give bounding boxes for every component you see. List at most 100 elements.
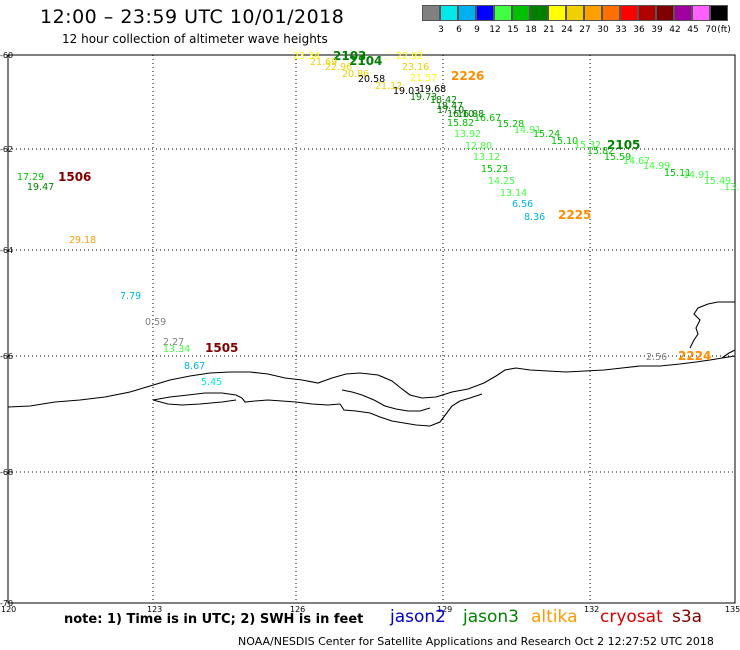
wave-height-value: 14.91 (683, 170, 710, 181)
wave-height-value: 23.34 (293, 51, 320, 62)
wave-height-value: 13.34 (163, 344, 190, 355)
wave-height-value: 17.29 (17, 172, 44, 183)
wave-height-value: 14.25 (488, 176, 515, 187)
pass-id-label: 1505 (205, 341, 238, 355)
wave-height-value: 15.32 (574, 140, 601, 151)
wave-height-value: 6.56 (512, 199, 533, 210)
wave-height-value: 19.73 (410, 92, 437, 103)
satellite-s3a: s3a (672, 607, 703, 627)
scale-value: 9 (474, 25, 480, 35)
scale-swatch (602, 5, 620, 21)
wave-height-value: 14.91 (514, 125, 541, 136)
pass-id-label: 1506 (58, 170, 91, 184)
wave-height-value: 8.67 (184, 361, 205, 372)
wave-height-value: 15.82 (447, 118, 474, 129)
scale-value: 33 (615, 25, 627, 35)
lat-lon-grid (8, 55, 735, 603)
latitude-label: -64 (0, 246, 13, 255)
scale-swatch (512, 5, 530, 21)
scale-swatch (674, 5, 692, 21)
latitude-label: -66 (0, 352, 13, 361)
scale-value: 27 (579, 25, 591, 35)
pass-id-label: 2105 (607, 138, 640, 152)
wave-height-value: 20.86 (342, 69, 369, 80)
wave-height-value: 16.67 (474, 113, 501, 124)
latitude-label: -70 (0, 599, 13, 608)
scale-swatch (476, 5, 494, 21)
scale-swatch (422, 5, 440, 21)
wave-height-value: 15.23 (481, 164, 508, 175)
wave-height-value: 18.47 (436, 101, 463, 112)
wave-height-value: 13.12 (473, 152, 500, 163)
pass-id-label: 2104 (349, 54, 382, 68)
satellite-jason3: jason3 (463, 607, 519, 627)
wave-height-value: 15.59 (604, 152, 631, 163)
wave-height-value: 29.18 (69, 235, 96, 246)
wave-height-value: 17.10 (437, 105, 464, 116)
scale-swatch (458, 5, 476, 21)
wave-height-value: 18.42 (430, 95, 457, 106)
wave-height-value: 23.16 (402, 62, 429, 73)
scale-value: 18 (525, 25, 537, 35)
scale-value: 45 (687, 25, 699, 35)
wave-height-value: 15.28 (497, 119, 524, 130)
scale-swatch (566, 5, 584, 21)
wave-height-value: 16.10 (447, 109, 474, 120)
longitude-label: 120 (1, 605, 16, 614)
scale-swatch (440, 5, 458, 21)
wave-height-value: 14.99 (643, 161, 670, 172)
latitude-label: -68 (0, 468, 13, 477)
wave-height-value: 22.92 (396, 51, 423, 62)
map-subtitle: 12 hour collection of altimeter wave hei… (62, 32, 328, 46)
wave-height-value: 22.96 (325, 62, 352, 73)
wave-height-value: 15.10 (551, 136, 578, 147)
satellite-jason2: jason2 (390, 607, 446, 627)
map-title: 12:00 – 23:59 UTC 10/01/2018 (40, 6, 345, 28)
scale-value: 36 (633, 25, 645, 35)
coastline-segment (339, 393, 483, 427)
pass-id-label: 2226 (451, 69, 484, 83)
longitude-label: 135 (725, 605, 740, 614)
wave-height-value: 19.47 (27, 182, 54, 193)
pass-id-label: 2225 (558, 208, 591, 222)
pass-id-label: 2224 (678, 349, 711, 363)
scale-value: 6 (456, 25, 462, 35)
scale-value: 42 (669, 25, 681, 35)
satellite-altika: altika (531, 607, 578, 627)
coastline-segment (721, 349, 736, 359)
latitude-label: -62 (0, 145, 13, 154)
scale-swatch (692, 5, 710, 21)
scale-value: 24 (561, 25, 573, 35)
coastline-segment (341, 389, 431, 412)
map-border (7, 54, 736, 604)
wave-height-value: 21.12 (375, 81, 402, 92)
scale-swatch (548, 5, 566, 21)
wave-height-value: 7.79 (120, 291, 141, 302)
wave-height-value: 15.11 (664, 168, 691, 179)
scale-value: 30 (597, 25, 609, 35)
latitude-label: -60 (0, 51, 13, 60)
scale-swatch (530, 5, 548, 21)
wave-height-value: 0.59 (145, 317, 166, 328)
wave-height-value: 15.24 (533, 129, 560, 140)
wave-height-value: 13. (724, 182, 739, 193)
wave-height-value: 19.03 (393, 86, 420, 97)
scale-value: 39 (651, 25, 663, 35)
wave-height-labels: 2103210422261506210522251505222423.3421.… (17, 49, 739, 388)
wave-height-value: 13.92 (454, 129, 481, 140)
scale-value: 12 (489, 25, 501, 35)
wave-height-value: 15.82 (587, 146, 614, 157)
wave-height-value: 2.56 (646, 352, 667, 363)
coastline-segment (7, 355, 736, 408)
wave-height-value: 21.57 (410, 73, 437, 84)
wave-height-value: 15.49 (704, 176, 731, 187)
coastline-segment (152, 392, 341, 406)
wave-height-value: 20.58 (358, 74, 385, 85)
scale-swatch (710, 5, 728, 21)
credit-line: NOAA/NESDIS Center for Satellite Applica… (238, 635, 714, 648)
antarctic-coastline (7, 301, 736, 427)
longitude-label: 129 (437, 605, 452, 614)
scale-value: 15 (507, 25, 519, 35)
